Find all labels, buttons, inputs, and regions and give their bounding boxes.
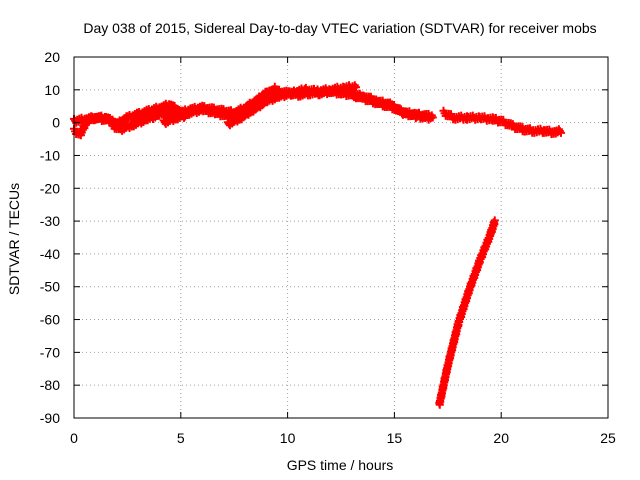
x-tick-label: 5 — [177, 430, 185, 446]
plot-frame — [73, 56, 609, 419]
data-point-markers — [439, 106, 565, 139]
y-tick-label: 0 — [52, 115, 60, 131]
y-tick-label: -10 — [40, 147, 60, 163]
y-tick-label: 10 — [44, 82, 60, 98]
data-series — [70, 81, 565, 409]
x-tick-label: 25 — [600, 430, 616, 446]
data-segment-6 — [439, 106, 565, 139]
y-tick-label: -60 — [40, 312, 60, 328]
y-tick-label: -30 — [40, 213, 60, 229]
data-point-markers — [347, 88, 433, 124]
y-tick-label: -80 — [40, 377, 60, 393]
y-tick-label: -40 — [40, 246, 60, 262]
x-tick-label: 10 — [280, 430, 296, 446]
data-point-markers — [435, 216, 499, 409]
axis-ticks: 0 5 10 15 20 25 20 10 0 -10 -20 -30 -40 -50 -60 -70 -80 -… — [40, 49, 616, 446]
x-tick-label: 15 — [387, 430, 403, 446]
data-point-markers — [223, 81, 360, 130]
data-segment-7 — [435, 216, 499, 409]
y-tick-label: -90 — [40, 410, 60, 426]
y-tick-label: -70 — [40, 344, 60, 360]
x-tick-label: 20 — [493, 430, 509, 446]
data-segment-4 — [223, 81, 360, 130]
data-segment-5 — [347, 88, 433, 124]
y-axis-label: SDTVAR / TECUs — [6, 183, 22, 295]
y-tick-label: -50 — [40, 279, 60, 295]
x-tick-label: 0 — [70, 430, 78, 446]
chart-title: Day 038 of 2015, Sidereal Day-to-day VTE… — [83, 20, 596, 36]
y-tick-label: -20 — [40, 180, 60, 196]
x-axis-label: GPS time / hours — [287, 457, 394, 473]
y-tick-label: 20 — [44, 49, 60, 65]
